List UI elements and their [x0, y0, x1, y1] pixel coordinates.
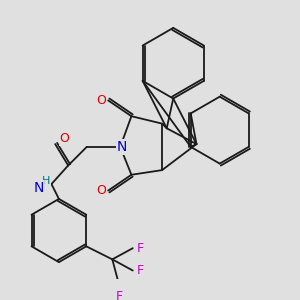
Text: O: O [96, 184, 106, 197]
Text: F: F [136, 264, 144, 277]
Text: N: N [33, 181, 43, 195]
Text: F: F [116, 290, 123, 300]
Text: O: O [96, 94, 106, 107]
Text: N: N [117, 140, 127, 154]
Text: F: F [136, 242, 144, 255]
Text: O: O [59, 132, 69, 145]
Text: H: H [42, 176, 50, 186]
